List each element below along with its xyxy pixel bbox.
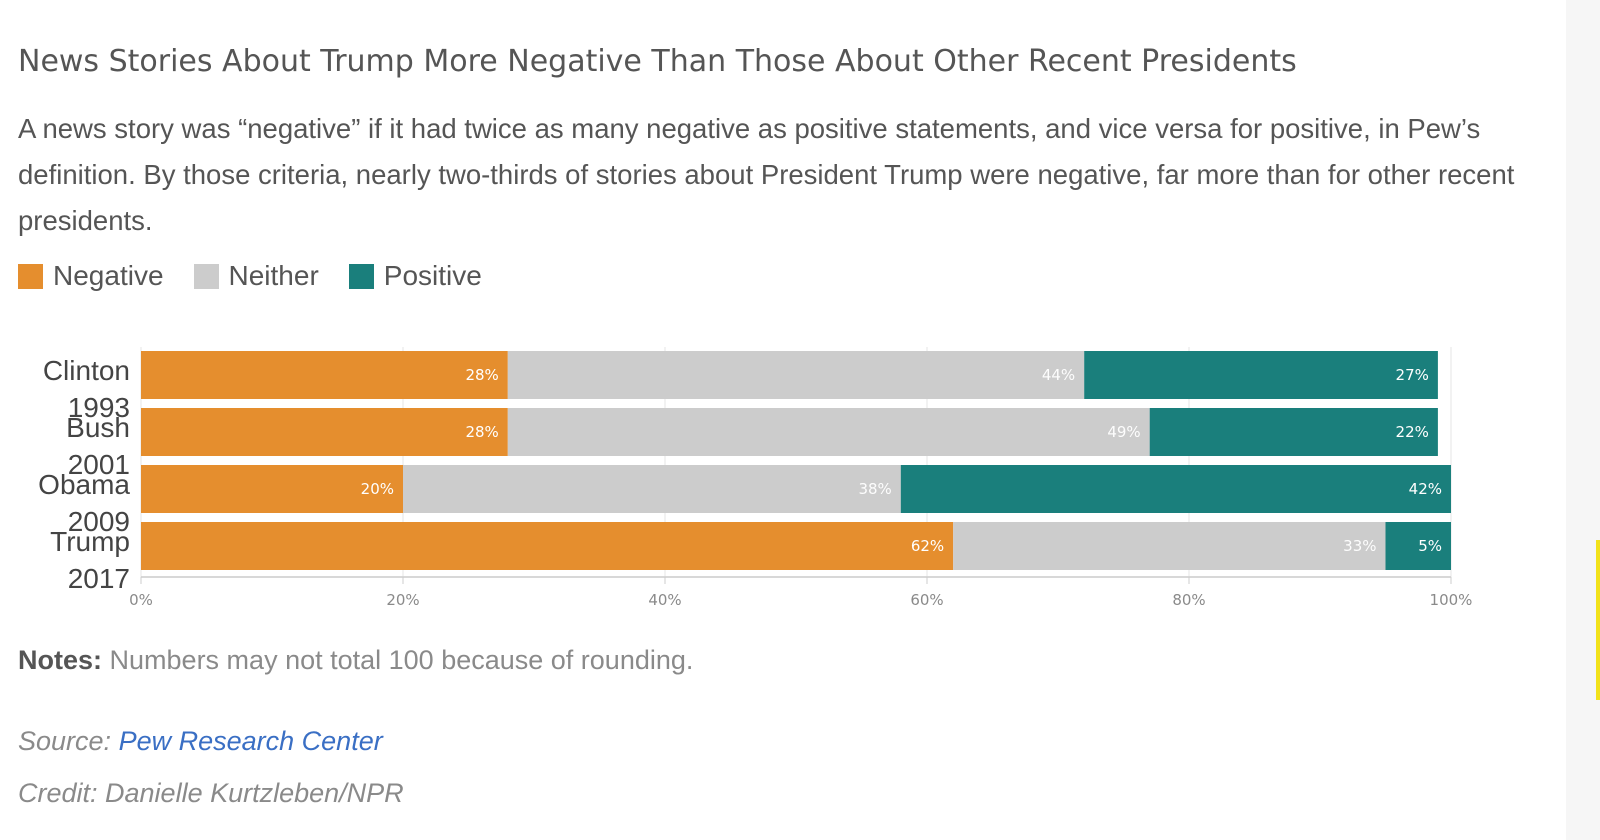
x-tick-label: 20% xyxy=(386,591,419,609)
category-year-label: 2001 xyxy=(68,449,130,480)
category-year-label: 2009 xyxy=(68,506,130,537)
page-edge-accent xyxy=(1596,540,1600,700)
bar-positive-obama xyxy=(900,465,1451,513)
bar-negative-trump xyxy=(141,522,954,570)
notes: Notes: Numbers may not total 100 because… xyxy=(18,645,693,676)
legend-swatch-neither xyxy=(193,263,219,289)
legend-label-positive: Positive xyxy=(383,260,482,291)
notes-label: Notes: xyxy=(18,645,103,675)
credit: Credit: Danielle Kurtzleben/NPR xyxy=(18,778,404,808)
legend-item-negative: Negative xyxy=(18,260,164,292)
chart-title: News Stories About Trump More Negative T… xyxy=(18,44,1297,79)
chart-page: News Stories About Trump More Negative T… xyxy=(18,44,1515,808)
legend-item-positive: Positive xyxy=(348,260,482,292)
legend: Negative Neither Positive xyxy=(18,260,512,292)
bar-neither-obama xyxy=(403,465,901,513)
bar-negative-bush xyxy=(141,408,508,456)
bar-negative-obama xyxy=(141,465,403,513)
bar-positive-bush xyxy=(1149,408,1438,456)
x-axis: 0% 20% 40% 60% 80% 100% xyxy=(129,576,1473,609)
category-year-label: 1993 xyxy=(68,392,130,423)
x-tick-label: 40% xyxy=(648,591,681,609)
legend-swatch-positive xyxy=(348,263,374,289)
stacked-bar-chart: 28% 44% 27% 28% 49% 22% 20% 38% 42% 62% 33% 5% Clin… xyxy=(38,347,1473,609)
x-tick-label: 60% xyxy=(910,591,943,609)
source-label: Source: xyxy=(18,726,112,756)
source: Source: Pew Research Center xyxy=(18,726,383,757)
notes-text: Numbers may not total 100 because of rou… xyxy=(109,645,694,675)
category-label: Bush xyxy=(66,412,130,443)
data-label: 33% xyxy=(1343,537,1376,555)
source-link[interactable]: Pew Research Center xyxy=(118,726,383,756)
legend-label-neither: Neither xyxy=(228,260,319,291)
x-tick-label: 0% xyxy=(129,591,153,609)
bar-negative-clinton xyxy=(141,351,508,399)
legend-item-neither: Neither xyxy=(193,260,319,292)
bar-positive-trump xyxy=(1385,522,1451,570)
bar-neither-clinton xyxy=(507,351,1085,399)
data-label: 5% xyxy=(1418,537,1442,555)
data-label: 27% xyxy=(1396,366,1429,384)
legend-swatch-negative xyxy=(18,263,43,289)
x-tick-label: 100% xyxy=(1430,591,1473,609)
category-label: Obama xyxy=(38,469,130,500)
data-label: 49% xyxy=(1107,423,1140,441)
x-tick-label: 80% xyxy=(1172,591,1205,609)
data-label: 62% xyxy=(911,537,944,555)
category-label: Clinton xyxy=(43,355,130,386)
bars: 28% 44% 27% 28% 49% 22% 20% 38% 42% 62% 33% 5% xyxy=(141,351,1451,570)
bar-neither-trump xyxy=(953,522,1386,570)
chart-subtitle: A news story was “negative” if it had tw… xyxy=(18,113,1515,236)
data-label: 38% xyxy=(858,480,891,498)
legend-label-negative: Negative xyxy=(53,260,164,291)
data-label: 44% xyxy=(1042,366,1075,384)
category-label: Trump xyxy=(50,526,130,557)
data-label: 22% xyxy=(1396,423,1429,441)
bar-neither-bush xyxy=(507,408,1150,456)
data-label: 42% xyxy=(1409,480,1442,498)
page-edge xyxy=(1566,0,1600,840)
category-year-label: 2017 xyxy=(68,563,130,594)
data-label: 28% xyxy=(465,366,498,384)
bar-positive-clinton xyxy=(1084,351,1438,399)
data-label: 28% xyxy=(465,423,498,441)
data-label: 20% xyxy=(361,480,394,498)
